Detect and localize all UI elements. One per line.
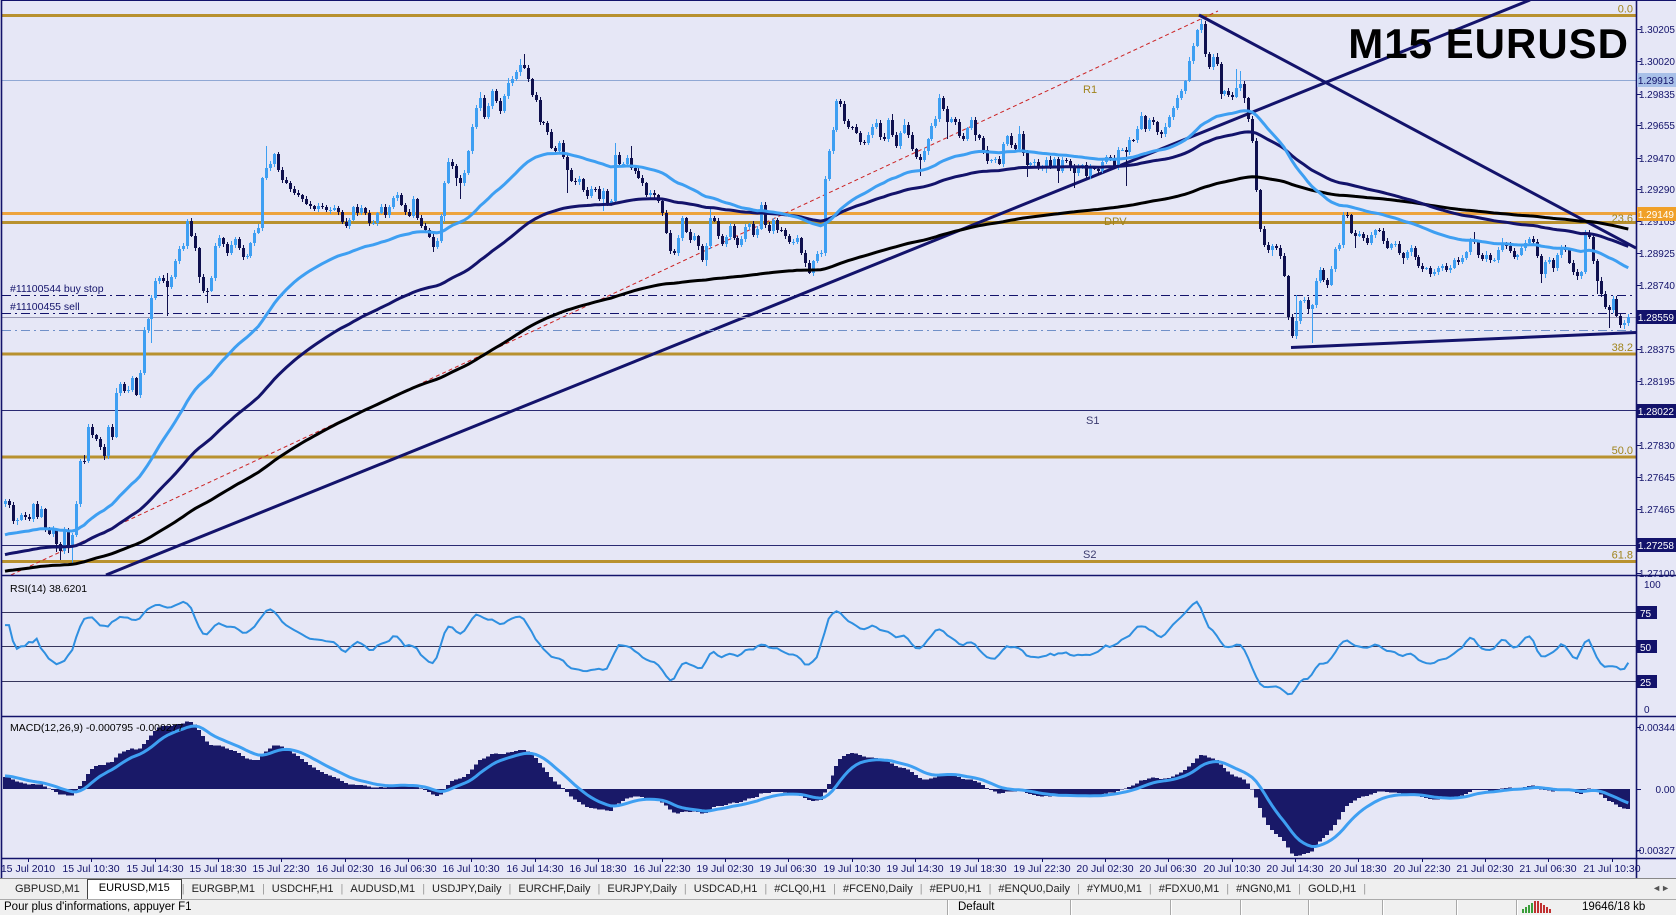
svg-text:1.29655: 1.29655 (1639, 121, 1676, 132)
svg-text:-0.00327: -0.00327 (1636, 846, 1676, 857)
svg-text:16 Jul 10:30: 16 Jul 10:30 (442, 863, 499, 875)
svg-text:19 Jul 14:30: 19 Jul 14:30 (886, 863, 943, 875)
svg-text:1.27465: 1.27465 (1639, 505, 1676, 516)
svg-text:100: 100 (1644, 580, 1661, 591)
svg-text:1.28559: 1.28559 (1638, 313, 1675, 324)
svg-text:1.28925: 1.28925 (1639, 249, 1676, 260)
svg-text:21 Jul 10:30: 21 Jul 10:30 (1583, 863, 1640, 875)
svg-text:0.00344: 0.00344 (1639, 723, 1676, 734)
svg-text:1.27100: 1.27100 (1639, 569, 1676, 580)
svg-text:16 Jul 02:30: 16 Jul 02:30 (316, 863, 373, 875)
svg-text:19 Jul 18:30: 19 Jul 18:30 (949, 863, 1006, 875)
svg-text:1.28195: 1.28195 (1639, 377, 1676, 388)
svg-text:1.30020: 1.30020 (1639, 57, 1676, 68)
svg-text:1.29149: 1.29149 (1638, 210, 1675, 221)
svg-text:R1: R1 (1083, 84, 1097, 96)
svg-text:1.28022: 1.28022 (1638, 407, 1675, 418)
svg-text:15 Jul 22:30: 15 Jul 22:30 (252, 863, 309, 875)
svg-text:20 Jul 22:30: 20 Jul 22:30 (1393, 863, 1450, 875)
svg-text:15 Jul 10:30: 15 Jul 10:30 (62, 863, 119, 875)
svg-text:1.30205: 1.30205 (1639, 25, 1676, 36)
svg-text:1.27830: 1.27830 (1639, 441, 1676, 452)
svg-text:50.0: 50.0 (1612, 445, 1633, 457)
svg-text:16 Jul 18:30: 16 Jul 18:30 (569, 863, 626, 875)
svg-text:0: 0 (1644, 705, 1650, 716)
svg-text:1.29913: 1.29913 (1638, 76, 1675, 87)
svg-text:#11100544 buy stop: #11100544 buy stop (10, 283, 104, 295)
svg-text:0.00: 0.00 (1656, 785, 1676, 796)
svg-text:16 Jul 14:30: 16 Jul 14:30 (506, 863, 563, 875)
svg-text:M15 EURUSD: M15 EURUSD (1348, 20, 1629, 67)
svg-text:0.0: 0.0 (1618, 4, 1633, 16)
svg-text:25: 25 (1640, 678, 1652, 689)
svg-text:1.28740: 1.28740 (1639, 281, 1676, 292)
svg-text:15 Jul 14:30: 15 Jul 14:30 (126, 863, 183, 875)
svg-text:1.29470: 1.29470 (1639, 154, 1676, 165)
svg-text:38.2: 38.2 (1612, 342, 1633, 354)
svg-text:1.28375: 1.28375 (1639, 345, 1676, 356)
svg-text:15 Jul 2010: 15 Jul 2010 (1, 863, 55, 875)
svg-text:RSI(14) 38.6201: RSI(14) 38.6201 (10, 583, 87, 595)
svg-text:61.8: 61.8 (1612, 550, 1633, 562)
svg-text:S1: S1 (1086, 415, 1099, 427)
svg-text:1.27258: 1.27258 (1638, 541, 1675, 552)
svg-text:20 Jul 10:30: 20 Jul 10:30 (1203, 863, 1260, 875)
svg-text:15 Jul 18:30: 15 Jul 18:30 (189, 863, 246, 875)
svg-text:1.27645: 1.27645 (1639, 473, 1676, 484)
svg-text:MACD(12,26,9) -0.000795 -0.000: MACD(12,26,9) -0.000795 -0.000277 (10, 722, 184, 734)
svg-text:20 Jul 18:30: 20 Jul 18:30 (1329, 863, 1386, 875)
svg-text:1.29290: 1.29290 (1639, 185, 1676, 196)
svg-text:19 Jul 02:30: 19 Jul 02:30 (696, 863, 753, 875)
svg-text:23.6: 23.6 (1612, 213, 1633, 225)
svg-text:1.29105: 1.29105 (1639, 217, 1676, 228)
svg-text:50: 50 (1640, 643, 1652, 654)
svg-text:16 Jul 22:30: 16 Jul 22:30 (633, 863, 690, 875)
svg-text:20 Jul 06:30: 20 Jul 06:30 (1139, 863, 1196, 875)
svg-text:20 Jul 02:30: 20 Jul 02:30 (1076, 863, 1133, 875)
svg-text:19 Jul 22:30: 19 Jul 22:30 (1013, 863, 1070, 875)
svg-text:S2: S2 (1083, 549, 1096, 561)
svg-text:75: 75 (1640, 609, 1652, 620)
svg-text:19 Jul 06:30: 19 Jul 06:30 (759, 863, 816, 875)
svg-text:21 Jul 02:30: 21 Jul 02:30 (1456, 863, 1513, 875)
svg-text:DPV: DPV (1104, 216, 1127, 228)
svg-text:#11100455 sell: #11100455 sell (10, 301, 80, 313)
svg-text:1.29835: 1.29835 (1639, 90, 1676, 101)
svg-text:20 Jul 14:30: 20 Jul 14:30 (1266, 863, 1323, 875)
svg-text:21 Jul 06:30: 21 Jul 06:30 (1519, 863, 1576, 875)
svg-text:19 Jul 10:30: 19 Jul 10:30 (823, 863, 880, 875)
svg-text:16 Jul 06:30: 16 Jul 06:30 (379, 863, 436, 875)
